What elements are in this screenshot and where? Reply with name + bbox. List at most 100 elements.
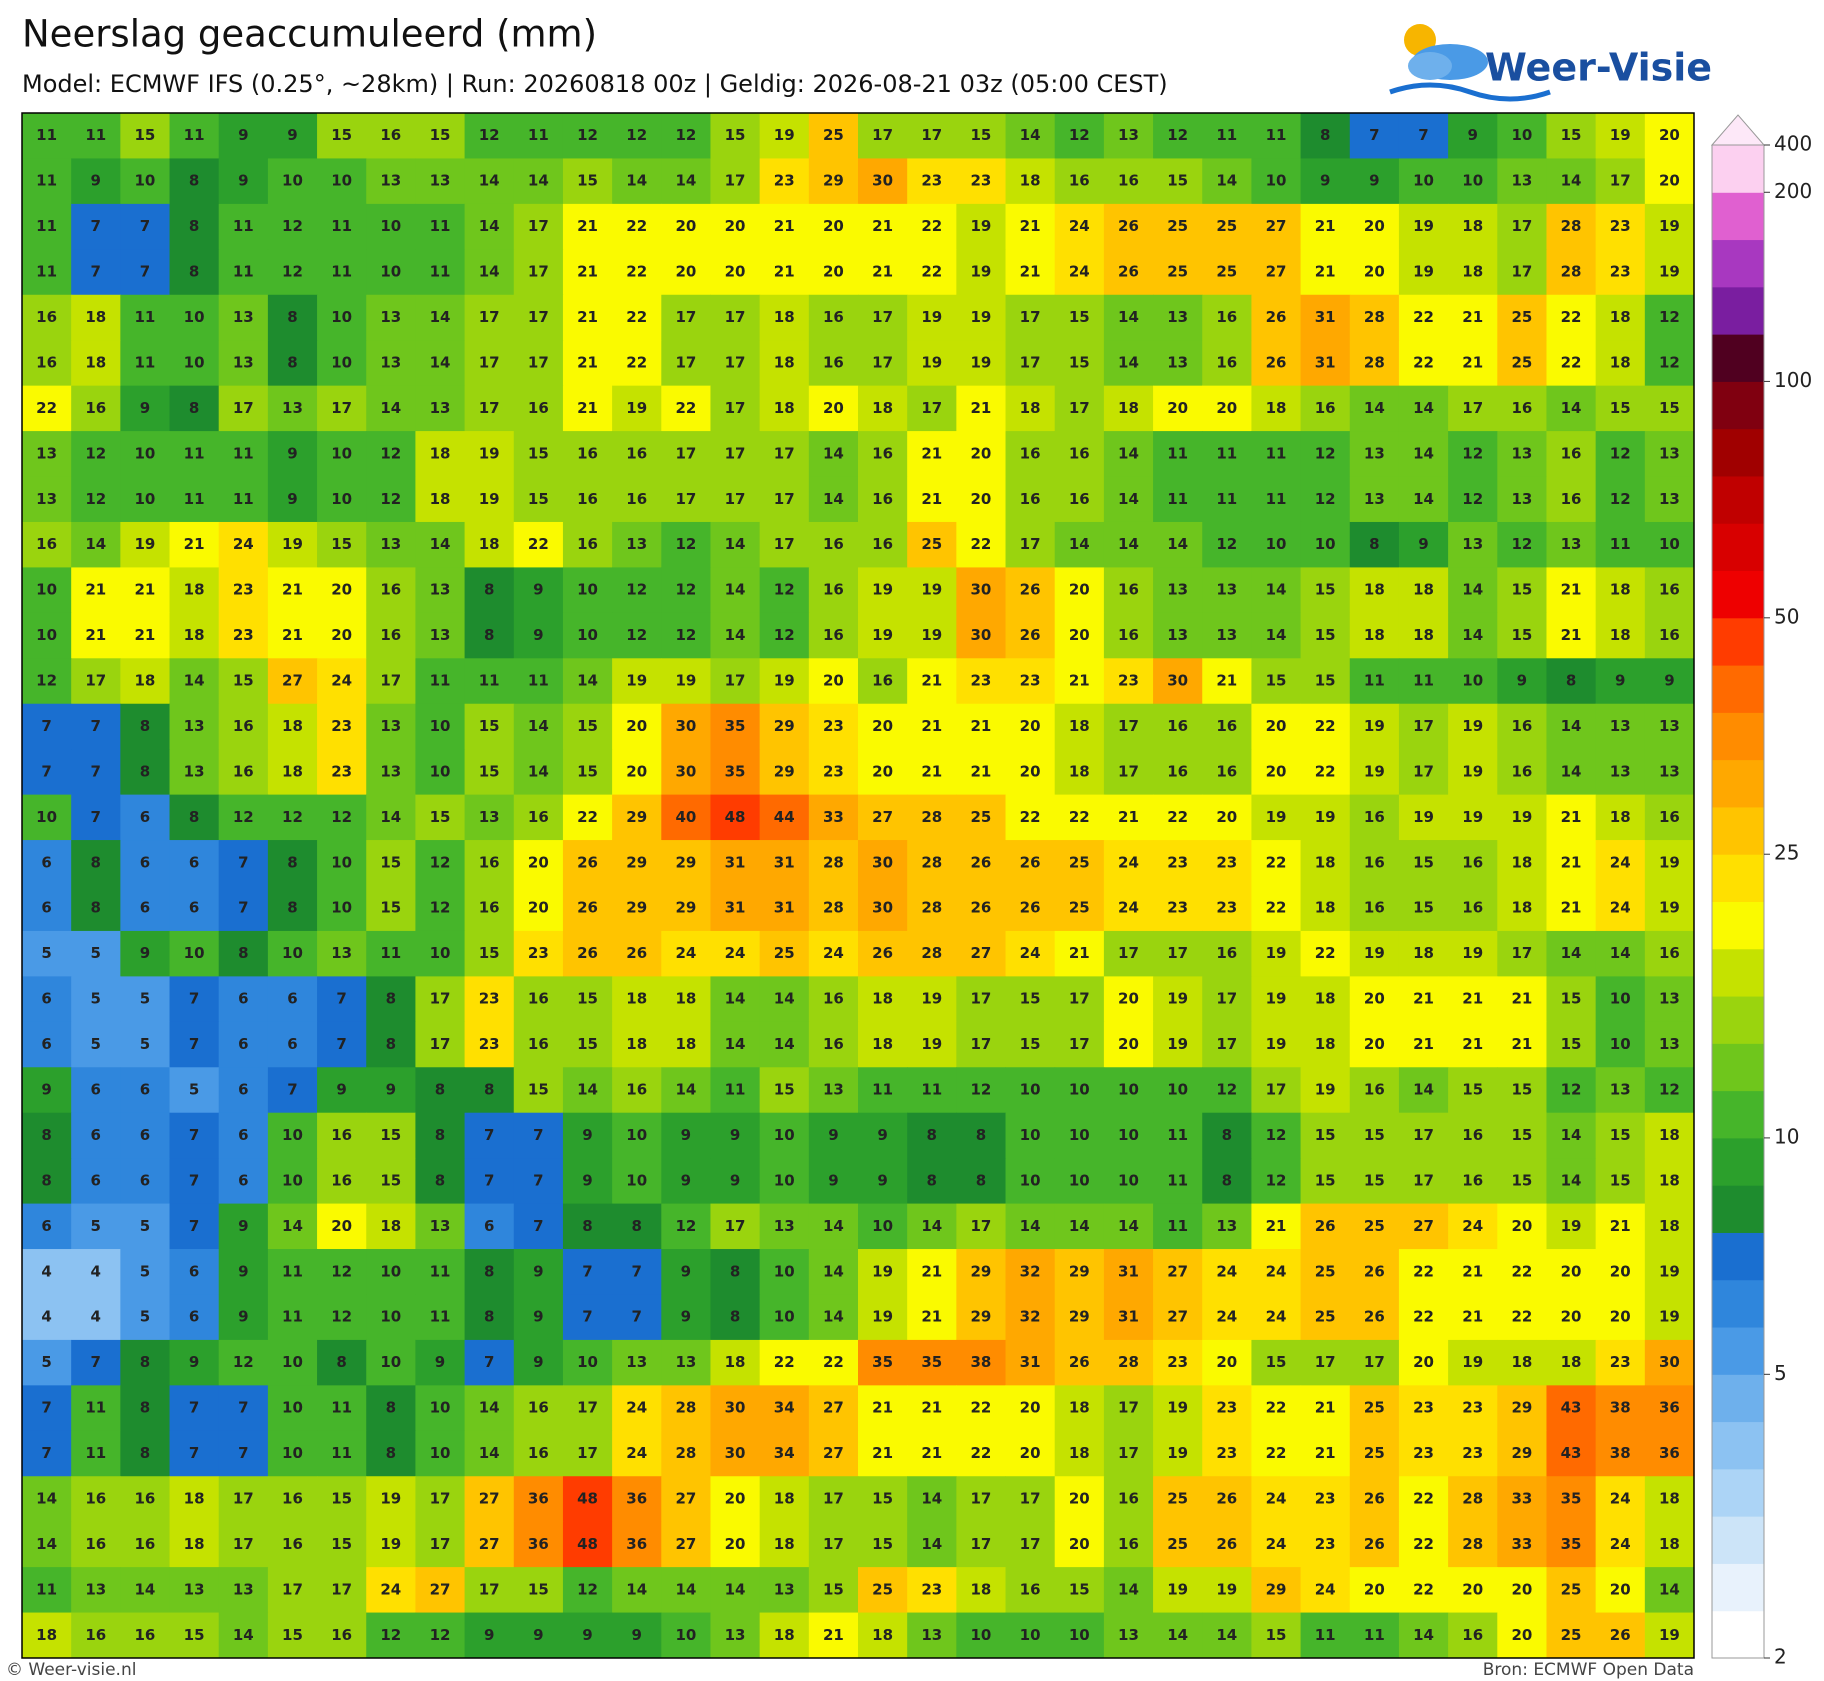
cell bbox=[1497, 1158, 1547, 1205]
cell bbox=[169, 840, 220, 886]
cell bbox=[661, 703, 711, 750]
value-label: 9 bbox=[1615, 672, 1625, 690]
cell bbox=[956, 1521, 1007, 1568]
value-label: 12 bbox=[971, 1080, 992, 1098]
value-label: 23 bbox=[921, 172, 942, 190]
value-label: 15 bbox=[1364, 1126, 1385, 1144]
value-label: 24 bbox=[1069, 263, 1090, 281]
value-label: 22 bbox=[1511, 1308, 1532, 1326]
value-label: 27 bbox=[823, 1444, 844, 1462]
value-label: 18 bbox=[1659, 1535, 1680, 1553]
value-label: 33 bbox=[1511, 1489, 1532, 1507]
cell bbox=[1202, 612, 1252, 659]
cell bbox=[1202, 1385, 1252, 1432]
value-label: 16 bbox=[135, 1489, 156, 1507]
value-label: 6 bbox=[41, 1035, 51, 1053]
cell bbox=[1349, 249, 1400, 296]
value-label: 22 bbox=[626, 353, 647, 371]
value-label: 6 bbox=[189, 853, 199, 871]
value-label: 20 bbox=[1610, 1580, 1631, 1598]
cell bbox=[759, 1158, 810, 1205]
value-label: 10 bbox=[1118, 1080, 1139, 1098]
cell bbox=[1448, 1385, 1498, 1432]
value-label: 9 bbox=[238, 1262, 248, 1280]
value-label: 28 bbox=[1561, 217, 1582, 235]
cell bbox=[1546, 794, 1597, 841]
cell bbox=[1202, 658, 1252, 705]
cell bbox=[1153, 840, 1203, 886]
cell bbox=[415, 612, 466, 659]
cell bbox=[759, 249, 810, 296]
cell bbox=[1546, 1612, 1597, 1659]
cell bbox=[464, 1203, 515, 1250]
value-label: 24 bbox=[675, 944, 696, 962]
value-label: 21 bbox=[1561, 899, 1582, 917]
value-label: 18 bbox=[1266, 399, 1287, 417]
cell bbox=[415, 1476, 466, 1523]
value-label: 13 bbox=[479, 808, 500, 826]
value-label: 18 bbox=[184, 1489, 205, 1507]
cell bbox=[612, 158, 662, 205]
value-label: 18 bbox=[36, 1626, 57, 1644]
value-label: 14 bbox=[1020, 1217, 1041, 1235]
cell bbox=[1497, 1203, 1547, 1250]
cell bbox=[1153, 113, 1203, 159]
value-label: 17 bbox=[528, 353, 549, 371]
value-label: 15 bbox=[1511, 1126, 1532, 1144]
value-label: 23 bbox=[1462, 1399, 1483, 1417]
cell bbox=[710, 703, 761, 750]
value-label: 21 bbox=[1561, 853, 1582, 871]
value-label: 23 bbox=[1167, 1353, 1188, 1371]
cell bbox=[169, 203, 220, 250]
value-label: 6 bbox=[189, 1308, 199, 1326]
value-label: 14 bbox=[233, 1626, 254, 1644]
value-label: 30 bbox=[675, 762, 696, 780]
value-label: 18 bbox=[184, 581, 205, 599]
colorbar-tick-label: 5 bbox=[1774, 1361, 1787, 1385]
value-label: 22 bbox=[1266, 1399, 1287, 1417]
cell bbox=[1398, 840, 1449, 886]
cell bbox=[1644, 1067, 1695, 1114]
value-label: 10 bbox=[1118, 1171, 1139, 1189]
cell bbox=[267, 1294, 318, 1341]
cell bbox=[218, 476, 269, 523]
value-label: 19 bbox=[1462, 808, 1483, 826]
value-label: 18 bbox=[85, 308, 106, 326]
cell bbox=[1546, 658, 1597, 705]
cell bbox=[1153, 431, 1203, 478]
cell bbox=[1300, 794, 1351, 841]
cell bbox=[1202, 521, 1252, 568]
value-label: 21 bbox=[1462, 353, 1483, 371]
value-label: 13 bbox=[823, 1080, 844, 1098]
value-label: 7 bbox=[533, 1126, 543, 1144]
cell bbox=[956, 113, 1007, 159]
value-label: 29 bbox=[626, 899, 647, 917]
value-label: 7 bbox=[189, 1399, 199, 1417]
value-label: 29 bbox=[1069, 1262, 1090, 1280]
value-label: 13 bbox=[1511, 444, 1532, 462]
cell bbox=[1398, 976, 1449, 1023]
cell bbox=[1300, 158, 1351, 205]
cell bbox=[1251, 1249, 1302, 1295]
value-label: 9 bbox=[1467, 126, 1477, 144]
cell bbox=[22, 249, 72, 296]
cell bbox=[1644, 1203, 1695, 1250]
cell bbox=[1300, 840, 1351, 886]
cell bbox=[120, 249, 171, 296]
cell bbox=[415, 1067, 466, 1114]
value-label: 15 bbox=[380, 899, 401, 917]
value-label: 20 bbox=[1511, 1217, 1532, 1235]
cell bbox=[1448, 1067, 1498, 1114]
cell bbox=[120, 749, 171, 796]
cell bbox=[513, 340, 564, 387]
cell bbox=[1595, 840, 1646, 886]
cell bbox=[710, 976, 761, 1023]
cell bbox=[169, 294, 220, 341]
cell bbox=[169, 340, 220, 387]
value-label: 9 bbox=[287, 126, 297, 144]
cell bbox=[562, 1521, 613, 1568]
cell bbox=[858, 976, 908, 1023]
value-label: 17 bbox=[1069, 990, 1090, 1008]
cell bbox=[907, 1567, 957, 1614]
cell bbox=[1448, 476, 1498, 523]
